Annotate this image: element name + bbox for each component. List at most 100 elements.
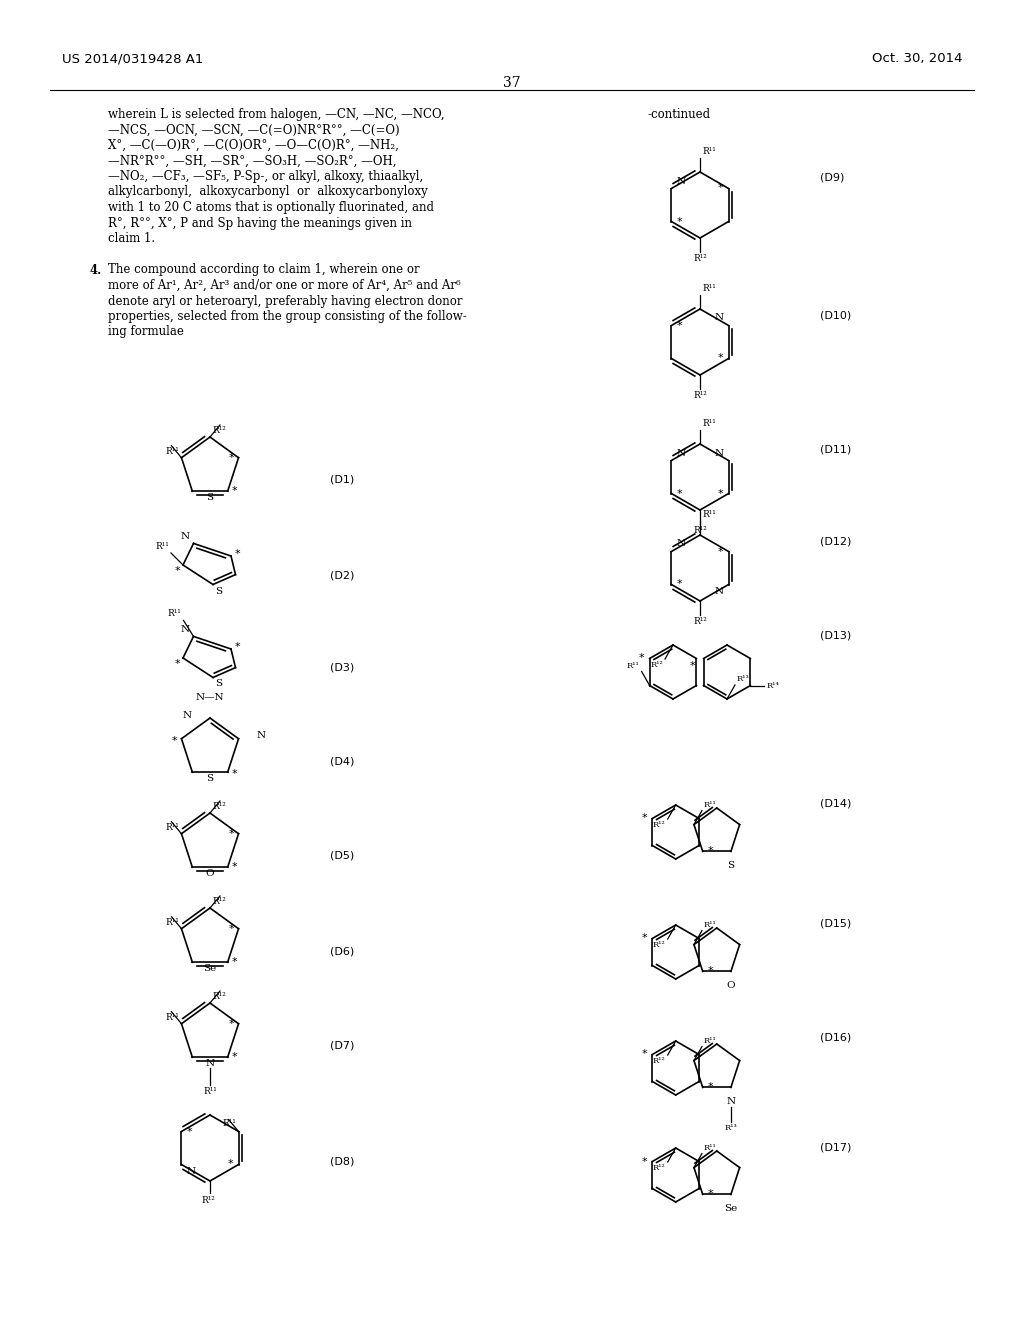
- Text: 4.: 4.: [90, 264, 102, 276]
- Text: R¹¹: R¹¹: [168, 610, 181, 618]
- Text: R¹¹: R¹¹: [166, 822, 179, 832]
- Text: R¹²: R¹²: [653, 941, 666, 949]
- Text: US 2014/0319428 A1: US 2014/0319428 A1: [62, 51, 204, 65]
- Text: R¹¹: R¹¹: [703, 920, 717, 928]
- Text: (D9): (D9): [820, 173, 845, 183]
- Text: *: *: [231, 770, 238, 779]
- Text: S: S: [727, 862, 734, 870]
- Text: R¹¹: R¹¹: [703, 1143, 717, 1151]
- Text: *: *: [708, 1189, 714, 1200]
- Text: (D1): (D1): [330, 475, 354, 484]
- Text: *: *: [677, 488, 682, 499]
- Text: R¹¹: R¹¹: [627, 661, 640, 669]
- Text: —NR°R°°, —SH, —SR°, —SO₃H, —SO₂R°, —OH,: —NR°R°°, —SH, —SR°, —SO₃H, —SO₂R°, —OH,: [108, 154, 396, 168]
- Text: S: S: [207, 775, 214, 783]
- Text: R¹²: R¹²: [693, 616, 707, 626]
- Text: *: *: [641, 933, 647, 944]
- Text: X°, —C(—O)R°, —C(O)OR°, —O—C(O)R°, —NH₂,: X°, —C(—O)R°, —C(O)OR°, —O—C(O)R°, —NH₂,: [108, 139, 399, 152]
- Text: *: *: [708, 846, 714, 857]
- Text: R¹²: R¹²: [653, 821, 666, 829]
- Text: *: *: [228, 453, 234, 463]
- Text: N: N: [206, 1059, 215, 1068]
- Text: *: *: [718, 183, 723, 194]
- Text: The compound according to claim 1, wherein one or: The compound according to claim 1, where…: [108, 264, 420, 276]
- Text: *: *: [677, 216, 682, 227]
- Text: (D12): (D12): [820, 536, 851, 546]
- Text: R¹¹: R¹¹: [702, 147, 716, 156]
- Text: *: *: [227, 1159, 233, 1170]
- Text: Oct. 30, 2014: Oct. 30, 2014: [871, 51, 962, 65]
- Text: R¹²: R¹²: [693, 253, 707, 263]
- Text: N: N: [715, 449, 724, 458]
- Text: *: *: [641, 1156, 647, 1167]
- Text: (D2): (D2): [330, 570, 354, 579]
- Text: —NO₂, —CF₃, —SF₅, P-Sp-, or alkyl, alkoxy, thiaalkyl,: —NO₂, —CF₃, —SF₅, P-Sp-, or alkyl, alkox…: [108, 170, 423, 183]
- Text: *: *: [228, 924, 234, 933]
- Text: *: *: [641, 813, 647, 824]
- Text: *: *: [172, 735, 177, 746]
- Text: (D11): (D11): [820, 445, 851, 455]
- Text: (D17): (D17): [820, 1143, 851, 1152]
- Text: R¹¹: R¹¹: [203, 1088, 217, 1097]
- Text: O: O: [206, 870, 214, 878]
- Text: *: *: [718, 488, 723, 499]
- Text: *: *: [718, 354, 723, 363]
- Text: R¹¹: R¹¹: [166, 917, 179, 927]
- Text: (D3): (D3): [330, 663, 354, 673]
- Text: N: N: [677, 449, 685, 458]
- Text: *: *: [718, 546, 723, 557]
- Text: *: *: [228, 829, 234, 838]
- Text: R¹³: R¹³: [725, 1125, 737, 1133]
- Text: *: *: [231, 486, 238, 496]
- Text: more of Ar¹, Ar², Ar³ and/or one or more of Ar⁴, Ar⁵ and Ar⁶: more of Ar¹, Ar², Ar³ and/or one or more…: [108, 279, 461, 292]
- Text: 37: 37: [503, 77, 521, 90]
- Text: (D4): (D4): [330, 756, 354, 766]
- Text: N: N: [677, 177, 685, 186]
- Text: Se: Se: [724, 1204, 737, 1213]
- Text: R¹²: R¹²: [212, 426, 226, 436]
- Text: *: *: [174, 659, 180, 669]
- Text: R¹¹: R¹¹: [702, 284, 716, 293]
- Text: *: *: [639, 653, 644, 664]
- Text: N: N: [186, 1167, 196, 1176]
- Text: *: *: [228, 1019, 234, 1028]
- Text: N: N: [183, 710, 193, 719]
- Text: R¹¹: R¹¹: [703, 1036, 717, 1044]
- Text: N: N: [715, 314, 724, 322]
- Text: (D16): (D16): [820, 1034, 851, 1043]
- Text: R°, R°°, X°, P and Sp having the meanings given in: R°, R°°, X°, P and Sp having the meaning…: [108, 216, 412, 230]
- Text: R¹²: R¹²: [653, 1164, 666, 1172]
- Text: *: *: [641, 1049, 647, 1060]
- Text: wherein L is selected from halogen, —CN, —NC, —NCO,: wherein L is selected from halogen, —CN,…: [108, 108, 444, 121]
- Text: S: S: [215, 586, 222, 595]
- Text: R¹²: R¹²: [212, 993, 226, 1001]
- Text: R¹¹: R¹¹: [223, 1119, 237, 1129]
- Text: *: *: [689, 661, 695, 672]
- Text: (D5): (D5): [330, 851, 354, 861]
- Text: *: *: [174, 566, 180, 576]
- Text: S: S: [215, 680, 222, 689]
- Text: R¹¹: R¹¹: [166, 446, 179, 455]
- Text: (D6): (D6): [330, 946, 354, 956]
- Text: *: *: [234, 549, 240, 558]
- Text: N: N: [726, 1097, 735, 1106]
- Text: *: *: [708, 1082, 714, 1093]
- Text: (D7): (D7): [330, 1041, 354, 1051]
- Text: R¹¹: R¹¹: [702, 418, 716, 428]
- Text: *: *: [231, 1052, 238, 1063]
- Text: Se: Se: [204, 965, 217, 973]
- Text: S: S: [207, 494, 214, 503]
- Text: *: *: [234, 642, 240, 652]
- Text: N: N: [715, 587, 724, 597]
- Text: ing formulae: ing formulae: [108, 326, 184, 338]
- Text: (D13): (D13): [820, 630, 851, 640]
- Text: N: N: [180, 626, 189, 635]
- Text: claim 1.: claim 1.: [108, 232, 155, 246]
- Text: (D8): (D8): [330, 1156, 354, 1166]
- Text: R¹²: R¹²: [693, 391, 707, 400]
- Text: with 1 to 20 C atoms that is optionally fluorinated, and: with 1 to 20 C atoms that is optionally …: [108, 201, 434, 214]
- Text: R¹²: R¹²: [650, 661, 663, 669]
- Text: R¹¹: R¹¹: [156, 543, 169, 550]
- Text: R¹¹: R¹¹: [702, 510, 716, 519]
- Text: (D15): (D15): [820, 917, 851, 928]
